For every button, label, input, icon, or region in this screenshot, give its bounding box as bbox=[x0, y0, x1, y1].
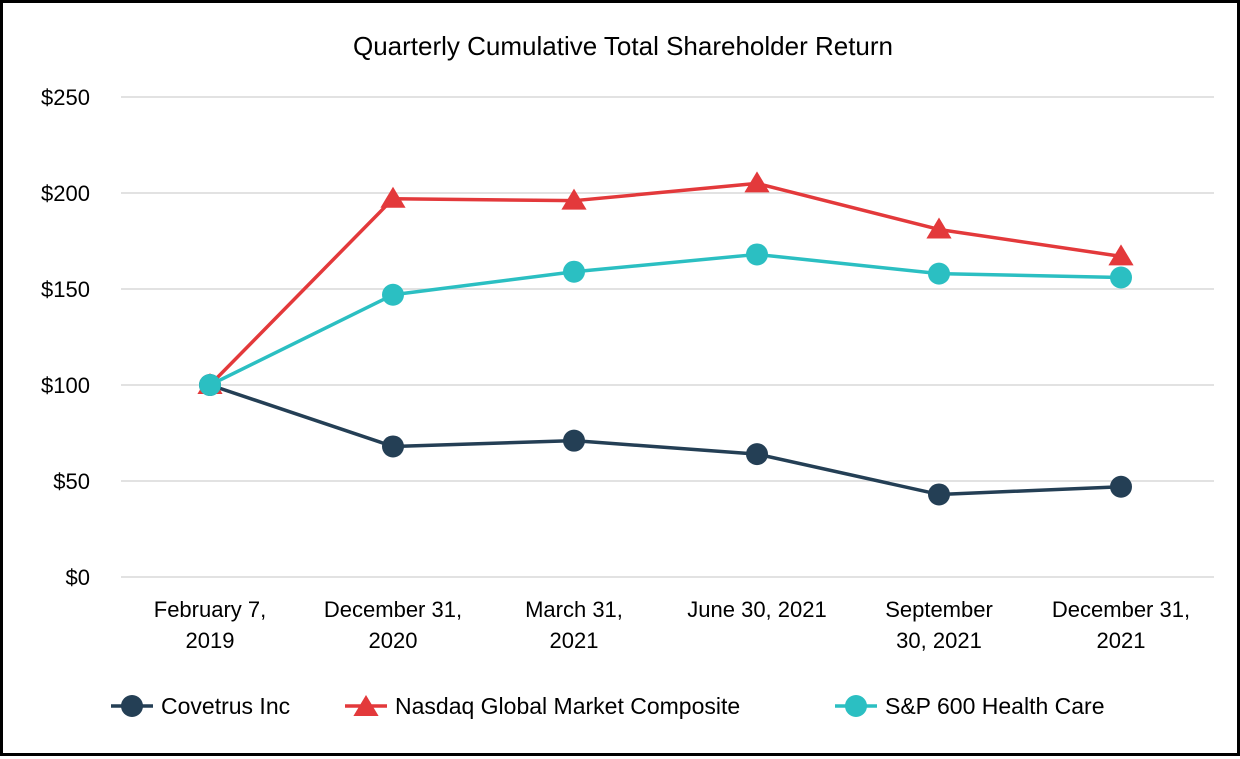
data-point bbox=[563, 429, 585, 452]
data-point bbox=[1110, 266, 1132, 289]
data-point bbox=[1110, 475, 1132, 498]
y-axis: $0 $50 $100 $150 $200 $250 bbox=[41, 85, 90, 590]
data-point bbox=[928, 483, 950, 506]
data-point bbox=[746, 243, 768, 266]
series-group bbox=[197, 171, 1134, 506]
data-point bbox=[746, 443, 768, 466]
x-tick-line: 2021 bbox=[550, 628, 599, 653]
y-tick-label: $200 bbox=[41, 181, 90, 206]
y-tick-label: $250 bbox=[41, 85, 90, 110]
data-point bbox=[382, 283, 404, 306]
x-tick-label: September 30, 2021 bbox=[885, 597, 993, 653]
y-tick-label: $50 bbox=[53, 469, 90, 494]
x-tick-line: 2020 bbox=[369, 628, 418, 653]
x-tick-line: 2019 bbox=[186, 628, 235, 653]
x-tick-label: March 31, 2021 bbox=[525, 597, 623, 653]
x-tick-label: June 30, 2021 bbox=[687, 597, 826, 622]
legend-label: Covetrus Inc bbox=[161, 693, 290, 719]
y-tick-label: $150 bbox=[41, 277, 90, 302]
data-point bbox=[561, 188, 587, 210]
x-tick-line: March 31, bbox=[525, 597, 623, 622]
x-tick-line: December 31, bbox=[324, 597, 462, 622]
data-point bbox=[382, 435, 404, 458]
series-line bbox=[209, 252, 1122, 387]
legend: Covetrus Inc Nasdaq Global Market Composi… bbox=[111, 693, 1105, 719]
series-line bbox=[208, 181, 1122, 387]
legend-marker bbox=[121, 695, 143, 717]
data-point bbox=[380, 186, 406, 208]
x-tick-line: June 30, 2021 bbox=[687, 597, 826, 622]
legend-marker bbox=[845, 695, 867, 717]
x-tick-label: December 31, 2020 bbox=[324, 597, 462, 653]
y-tick-label: $0 bbox=[66, 565, 90, 590]
data-point bbox=[744, 171, 770, 193]
chart-title: Quarterly Cumulative Total Shareholder R… bbox=[353, 31, 893, 61]
x-tick-line: September bbox=[885, 597, 993, 622]
series-line bbox=[209, 383, 1122, 497]
legend-marker bbox=[353, 695, 379, 716]
x-tick-line: 2021 bbox=[1097, 628, 1146, 653]
x-tick-line: 30, 2021 bbox=[896, 628, 982, 653]
legend-label: Nasdaq Global Market Composite bbox=[395, 693, 740, 719]
data-point bbox=[926, 217, 952, 239]
line-chart: Quarterly Cumulative Total Shareholder R… bbox=[41, 31, 1214, 719]
x-tick-line: December 31, bbox=[1052, 597, 1190, 622]
x-axis: February 7, 2019 December 31, 2020 March 31,… bbox=[154, 597, 1190, 653]
data-point bbox=[563, 260, 585, 283]
x-tick-label: February 7, 2019 bbox=[154, 597, 267, 653]
x-tick-label: December 31, 2021 bbox=[1052, 597, 1190, 653]
gridlines bbox=[121, 96, 1214, 578]
data-point bbox=[1108, 244, 1134, 266]
legend-label: S&P 600 Health Care bbox=[885, 693, 1105, 719]
data-point bbox=[199, 374, 221, 396]
x-tick-line: February 7, bbox=[154, 597, 267, 622]
data-point bbox=[928, 262, 950, 285]
y-tick-label: $100 bbox=[41, 373, 90, 398]
